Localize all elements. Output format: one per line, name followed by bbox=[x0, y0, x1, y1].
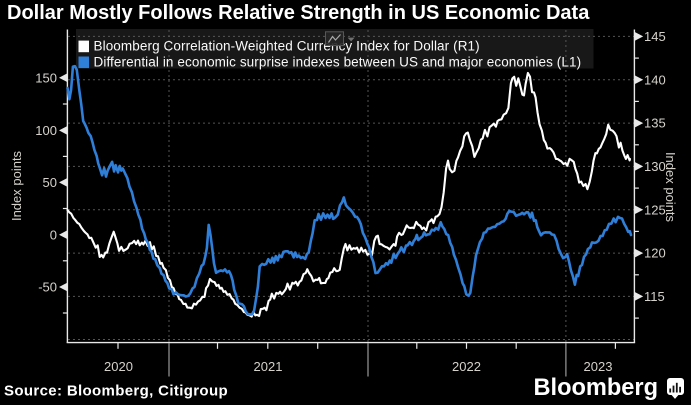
svg-text:120: 120 bbox=[644, 246, 666, 261]
svg-text:-50: -50 bbox=[38, 280, 57, 295]
svg-text:135: 135 bbox=[644, 116, 666, 131]
svg-text:100: 100 bbox=[35, 123, 57, 138]
svg-text:Source: Bloomberg, Citigroup: Source: Bloomberg, Citigroup bbox=[4, 383, 228, 400]
svg-text:Index points: Index points bbox=[663, 152, 678, 223]
svg-text:50: 50 bbox=[43, 175, 57, 190]
svg-text:Bloomberg Correlation-Weighted: Bloomberg Correlation-Weighted Currency … bbox=[94, 39, 480, 54]
svg-text:130: 130 bbox=[644, 159, 666, 174]
svg-text:2021: 2021 bbox=[254, 359, 283, 374]
svg-text:140: 140 bbox=[644, 72, 666, 87]
svg-text:Bloomberg: Bloomberg bbox=[534, 375, 659, 401]
svg-text:2020: 2020 bbox=[104, 359, 133, 374]
svg-text:Index points: Index points bbox=[9, 150, 24, 221]
svg-text:145: 145 bbox=[644, 29, 666, 44]
svg-text:115: 115 bbox=[644, 289, 665, 304]
svg-text:150: 150 bbox=[35, 70, 57, 85]
svg-text:125: 125 bbox=[644, 202, 666, 217]
svg-text:Dollar Mostly Follows Relative: Dollar Mostly Follows Relative Strength … bbox=[7, 2, 590, 24]
svg-text:2022: 2022 bbox=[452, 359, 481, 374]
svg-text:Differential in economic surpr: Differential in economic surprise indexe… bbox=[94, 54, 582, 69]
svg-text:2023: 2023 bbox=[584, 359, 613, 374]
svg-text:0: 0 bbox=[50, 227, 57, 242]
